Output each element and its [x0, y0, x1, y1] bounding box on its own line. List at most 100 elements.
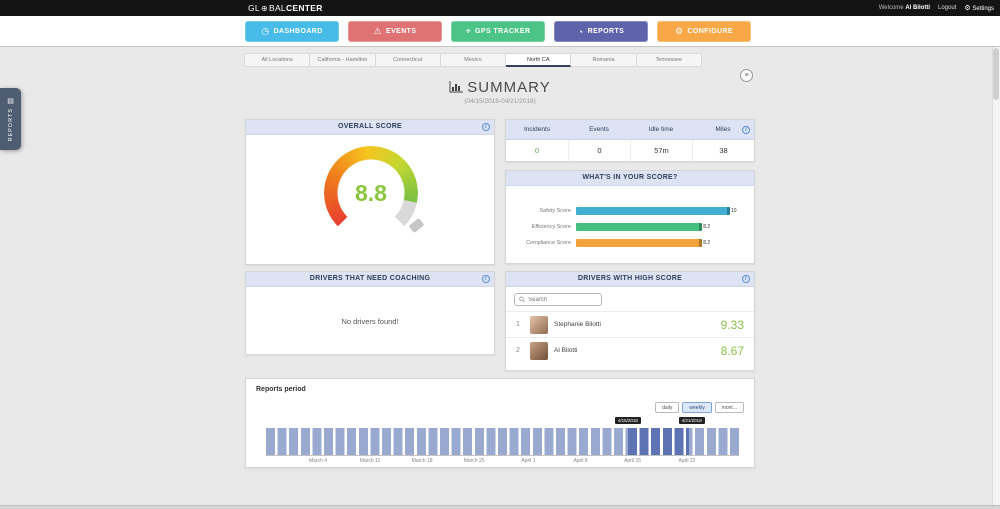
page-bottom-edge — [0, 505, 1000, 509]
nav-reports-button[interactable]: ◔ REPORTS — [554, 21, 648, 42]
export-menu-button[interactable]: ≡ — [740, 69, 753, 82]
welcome-label: Welcome — [878, 5, 904, 11]
gear-icon: ⚙ — [964, 5, 971, 12]
settings-link[interactable]: ⚙ Settings — [964, 4, 994, 12]
driver-avatar — [530, 315, 548, 334]
stats-header-incidents: Incidents — [523, 126, 551, 133]
score-row-safety: Safety Score 10 — [506, 203, 754, 219]
logo-text-pre: GL — [248, 3, 260, 13]
axis-label: March 4 — [308, 458, 328, 464]
dashboard-icon: ◷ — [261, 26, 270, 36]
reports-period-card: Reports period daily weekly mont... 4/15… — [245, 378, 755, 468]
tab-tennessee[interactable]: Tennessee — [636, 53, 702, 67]
logo: GL⊕BALCENTER — [248, 0, 323, 16]
tab-california-hamilton[interactable]: California - Hamilton — [310, 53, 376, 67]
logout-link[interactable]: Logout — [938, 5, 957, 11]
warning-icon: ⚠ — [373, 26, 383, 36]
tab-all-locations[interactable]: All Locations — [244, 53, 311, 67]
tab-romania[interactable]: Romania — [571, 53, 637, 67]
stat-idle-time-value: 57m — [630, 140, 692, 161]
score-row-compliance: Compliance Score 8.2 — [506, 235, 754, 251]
driver-score: 9.33 — [720, 317, 744, 332]
nav-dashboard-label: DASHBOARD — [273, 28, 323, 35]
scrollbar-thumb[interactable] — [993, 48, 999, 100]
compliance-score-bar: 8.2 — [576, 239, 710, 247]
period-buttons: daily weekly mont... — [655, 402, 744, 413]
overall-score-value: 8.8 — [355, 179, 387, 206]
info-icon[interactable]: i — [482, 123, 490, 131]
driver-name: Stephanie Bilotti — [554, 321, 601, 328]
period-weekly-button[interactable]: weekly — [682, 402, 712, 413]
nav-dashboard-button[interactable]: ◷ DASHBOARD — [245, 21, 339, 42]
welcome-text: Welcome Al Bilotti — [879, 5, 930, 11]
logo-text-mid: BAL — [268, 3, 286, 13]
info-icon[interactable]: i — [742, 275, 750, 283]
selection-start-flag: 4/15/2018 — [614, 417, 641, 424]
score-gauge: 8.8 — [324, 146, 425, 240]
driver-rank: 1 — [516, 321, 520, 328]
tab-mexico[interactable]: Mexico — [440, 53, 507, 67]
nav-gps-tracker-label: GPS TRACKER — [475, 28, 531, 35]
nav-reports-label: REPORTS — [587, 28, 625, 35]
score-breakdown-title: WHAT'S IN YOUR SCORE? — [582, 174, 678, 181]
scrollbar-track[interactable] — [992, 47, 1000, 505]
info-icon[interactable]: i — [482, 275, 490, 283]
period-selection[interactable] — [627, 428, 690, 455]
stats-header-events: Events — [589, 126, 609, 133]
nav-gps-tracker-button[interactable]: ⌖ GPS TRACKER — [451, 21, 545, 42]
nav-configure-label: CONFIGURE — [687, 28, 734, 35]
topbar: GL⊕BALCENTER Welcome Al Bilotti Logout ⚙… — [0, 0, 1000, 16]
driver-search-input[interactable] — [528, 296, 597, 303]
stat-miles-value: 38 — [692, 140, 754, 161]
search-icon — [519, 296, 525, 303]
coaching-header: DRIVERS THAT NEED COACHING i — [246, 272, 494, 287]
driver-row[interactable]: 1 Stephanie Bilotti 9.33 — [506, 311, 754, 337]
reports-side-tab[interactable]: ▤ REPORTS — [0, 88, 21, 150]
page-title: SUMMARY — [0, 79, 1000, 96]
safety-score-value: 10 — [731, 208, 737, 214]
axis-label: March 25 — [463, 458, 485, 464]
topbar-right: Welcome Al Bilotti Logout ⚙ Settings — [879, 0, 994, 16]
driver-rank: 2 — [516, 347, 520, 354]
safety-score-label: Safety Score — [539, 208, 572, 214]
tab-north-ca[interactable]: North CA — [506, 53, 572, 67]
gauge-ring — [324, 146, 418, 240]
reports-period-title: Reports period — [256, 386, 306, 393]
stat-incidents-value: 0 — [534, 146, 540, 155]
axis-label: April 15 — [624, 458, 642, 464]
stats-header-row: Incidents Events Idle time Miles i — [506, 120, 754, 140]
tab-connecticut[interactable]: Connecticut — [375, 53, 441, 67]
period-selector-chart[interactable]: 4/15/2018 4/21/2018 — [266, 417, 739, 456]
stats-header-miles: Miles — [715, 126, 731, 133]
selection-end-flag: 4/21/2018 — [678, 417, 705, 424]
efficiency-score-label: Efficiency Score — [531, 224, 571, 230]
nav-events-button[interactable]: ⚠ EVENTS — [348, 21, 442, 42]
period-month-button[interactable]: mont... — [714, 402, 744, 413]
stats-header-idle-time: Idle time — [648, 126, 674, 133]
stat-events-value: 0 — [568, 140, 630, 161]
logo-text-bold: CENTER — [285, 3, 323, 13]
nav-configure-button[interactable]: ⚙ CONFIGURE — [657, 21, 751, 42]
main-content: All Locations California - Hamilton Conn… — [0, 47, 1000, 509]
period-daily-button[interactable]: daily — [655, 402, 680, 413]
high-score-card: DRIVERS WITH HIGH SCORE i 1 Stephanie Bi… — [505, 271, 755, 371]
driver-name: Al Bilotti — [554, 347, 578, 354]
overall-score-card: OVERALL SCORE i 8.8 — [245, 119, 495, 265]
driver-avatar — [530, 341, 548, 360]
axis-label: April 22 — [678, 458, 696, 464]
score-breakdown-card: WHAT'S IN YOUR SCORE? Safety Score 10 Ef… — [505, 170, 755, 264]
reports-side-tab-label: REPORTS — [7, 107, 14, 142]
configure-gear-icon: ⚙ — [674, 26, 684, 36]
info-icon[interactable]: i — [742, 126, 750, 134]
driver-row[interactable]: 2 Al Bilotti 8.67 — [506, 337, 754, 363]
page-title-text: SUMMARY — [467, 79, 551, 96]
axis-label: April 8 — [573, 458, 588, 464]
driver-search[interactable] — [514, 293, 602, 306]
settings-label: Settings — [972, 6, 994, 12]
user-name: Al Bilotti — [905, 5, 930, 11]
coaching-card: DRIVERS THAT NEED COACHING i No drivers … — [245, 271, 495, 355]
stats-values-row: 0 0 57m 38 — [506, 140, 754, 161]
globe-icon: ⊕ — [260, 4, 268, 13]
compliance-score-label: Compliance Score — [526, 240, 571, 246]
axis-label: March 11 — [359, 458, 381, 464]
